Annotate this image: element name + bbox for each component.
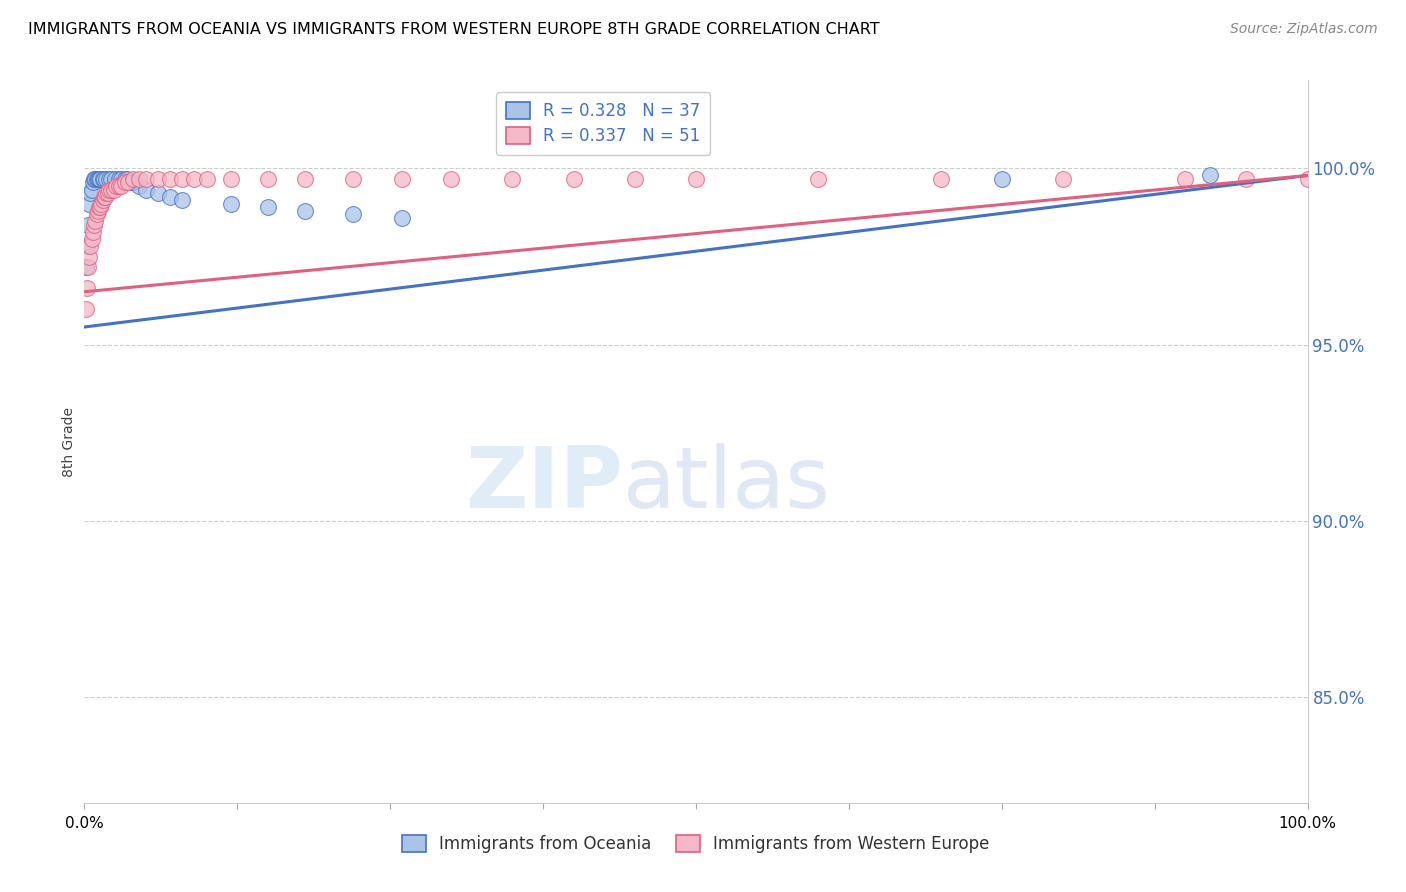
Point <box>87 172 110 186</box>
Point <box>103 182 125 196</box>
Point <box>75 302 97 317</box>
Point <box>117 176 139 190</box>
Point <box>146 186 169 200</box>
Point <box>91 172 114 186</box>
Point <box>80 182 103 196</box>
Point <box>114 172 136 186</box>
Point <box>172 172 194 186</box>
Point <box>89 200 111 214</box>
Point <box>120 176 142 190</box>
Point <box>294 172 316 186</box>
Point <box>89 172 111 186</box>
Point <box>77 218 100 232</box>
Point <box>219 172 242 186</box>
Point <box>172 193 194 207</box>
Text: Source: ZipAtlas.com: Source: ZipAtlas.com <box>1230 22 1378 37</box>
Point <box>105 179 128 194</box>
Point <box>1174 172 1197 186</box>
Point <box>562 172 585 186</box>
Point <box>115 172 138 186</box>
Point <box>807 172 830 186</box>
Point <box>114 176 136 190</box>
Point <box>440 172 463 186</box>
Point <box>391 172 413 186</box>
Point <box>84 172 107 186</box>
Point <box>991 172 1014 186</box>
Point <box>91 193 114 207</box>
Point <box>502 172 524 186</box>
Point <box>342 207 364 221</box>
Point <box>96 172 118 186</box>
Point <box>128 172 150 186</box>
Point <box>110 172 132 186</box>
Point <box>77 260 100 274</box>
Point <box>391 211 413 225</box>
Point <box>87 172 110 186</box>
Point <box>87 203 110 218</box>
Point <box>97 172 120 186</box>
Point <box>93 172 115 186</box>
Point <box>83 218 105 232</box>
Point <box>100 182 122 196</box>
Point <box>294 203 316 218</box>
Point <box>76 239 98 253</box>
Point <box>77 250 100 264</box>
Text: 0.0%: 0.0% <box>65 816 104 830</box>
Point <box>86 207 108 221</box>
Point <box>86 172 108 186</box>
Point <box>97 182 120 196</box>
Point <box>1296 172 1319 186</box>
Point <box>83 172 105 186</box>
Point <box>929 172 952 186</box>
Point <box>1198 169 1220 183</box>
Point <box>96 186 118 200</box>
Point <box>79 186 101 200</box>
Point <box>76 281 98 295</box>
Point <box>94 189 117 203</box>
Text: atlas: atlas <box>623 443 831 526</box>
Y-axis label: 8th Grade: 8th Grade <box>62 407 76 476</box>
Point <box>90 196 112 211</box>
Point <box>100 172 122 186</box>
Point <box>77 196 100 211</box>
Point <box>107 172 129 186</box>
Point <box>128 179 150 194</box>
Point <box>97 186 120 200</box>
Point <box>82 176 104 190</box>
Point <box>685 172 707 186</box>
Point <box>122 176 145 190</box>
Point <box>159 189 181 203</box>
Text: 100.0%: 100.0% <box>1278 816 1337 830</box>
Point <box>183 172 205 186</box>
Point <box>80 232 103 246</box>
Point <box>1236 172 1258 186</box>
Point <box>110 179 132 194</box>
Point <box>195 172 218 186</box>
Text: IMMIGRANTS FROM OCEANIA VS IMMIGRANTS FROM WESTERN EUROPE 8TH GRADE CORRELATION : IMMIGRANTS FROM OCEANIA VS IMMIGRANTS FR… <box>28 22 880 37</box>
Point <box>159 172 181 186</box>
Legend: Immigrants from Oceania, Immigrants from Western Europe: Immigrants from Oceania, Immigrants from… <box>396 828 995 860</box>
Point <box>122 172 145 186</box>
Point <box>82 225 104 239</box>
Text: ZIP: ZIP <box>465 443 623 526</box>
Point <box>219 196 242 211</box>
Point <box>104 172 127 186</box>
Point <box>135 182 157 196</box>
Point <box>624 172 647 186</box>
Point <box>75 260 97 274</box>
Point <box>1052 172 1074 186</box>
Point <box>257 172 280 186</box>
Point <box>342 172 364 186</box>
Point <box>135 172 157 186</box>
Point <box>79 239 101 253</box>
Point <box>84 214 107 228</box>
Point <box>146 172 169 186</box>
Point <box>93 189 115 203</box>
Point <box>87 200 110 214</box>
Point <box>107 179 129 194</box>
Point <box>257 200 280 214</box>
